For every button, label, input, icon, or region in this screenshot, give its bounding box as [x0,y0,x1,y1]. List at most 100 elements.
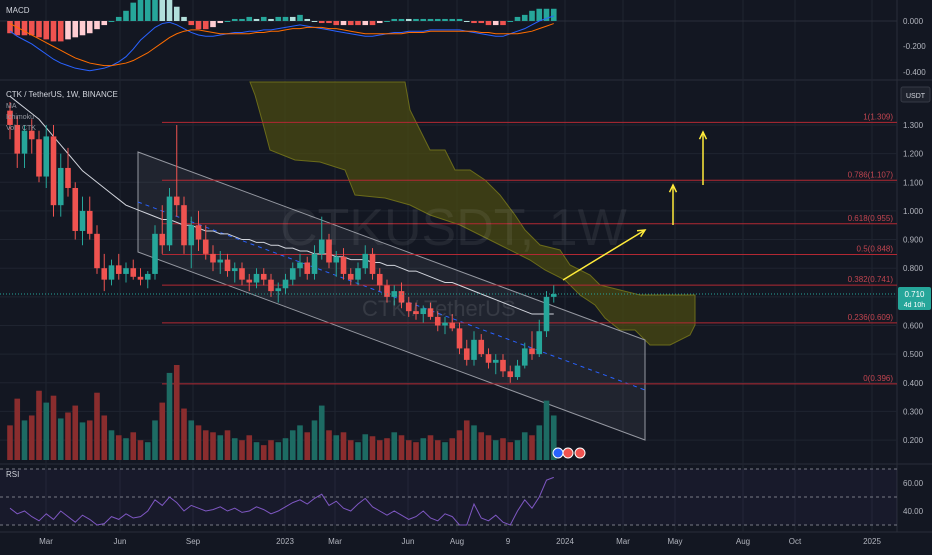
volume-bar [521,432,528,460]
macd-histogram-bar [36,21,42,38]
candle-body [521,348,528,366]
macd-histogram-bar [463,21,470,22]
macd-histogram-bar [282,16,289,21]
volume-bar [456,430,463,460]
macd-histogram-bar [485,21,492,26]
volume-bar [210,432,216,460]
candle-body [246,279,253,283]
macd-histogram-bar [318,21,325,24]
volume-bar [550,415,557,460]
macd-histogram-bar [268,18,274,21]
macd-histogram-bar [181,16,187,21]
candle-body [391,291,398,297]
candle-body [72,187,79,231]
volume-bar [57,418,64,460]
event-marker-icon[interactable] [552,447,564,459]
currency-label: USDT [906,93,926,100]
macd-histogram-bar [72,21,79,38]
candle-body [485,354,492,363]
macd-histogram-bar [362,21,369,26]
candle-body [442,322,448,326]
volume-bar [478,432,485,460]
event-marker-icon[interactable] [562,447,574,459]
candle-body [355,268,361,280]
candle-body [304,262,311,274]
macd-histogram-bar [231,18,238,21]
macd-histogram-bar [413,18,419,21]
volume-bar [65,412,71,460]
price-axis-tick: 0.500 [903,350,924,359]
candle-body [456,328,463,349]
candle-body [463,348,470,360]
volume-bar [471,425,477,460]
candle-body [427,308,434,317]
macd-histogram-bar [311,21,318,22]
volume-bar [72,405,79,460]
volume-bar [311,420,318,460]
volume-bar [485,435,492,460]
volume-bar [413,442,419,460]
candle-body [268,279,274,292]
volume-bar [231,438,238,460]
macd-histogram-bar [405,18,412,21]
volume-bar [384,438,390,460]
candle-body [260,273,267,280]
volume-bar [268,440,274,460]
macd-histogram-bar [478,21,485,24]
volume-bar [7,425,13,460]
volume-bar [362,434,369,460]
macd-histogram-bar [521,14,528,21]
price-axis-tick: 0.900 [903,236,924,245]
fib-level-label: 1(1.309) [863,112,893,121]
candle-body [115,265,122,274]
macd-histogram-bar [137,0,144,22]
volume-bar [500,438,506,460]
price-axis-tick: 1.300 [903,121,924,130]
volume-bar [391,432,398,460]
volume-bar [159,402,166,460]
fib-level-label: 0.5(0.848) [857,244,894,253]
time-axis-label: Mar [328,537,342,546]
macd-histogram-bar [420,18,427,21]
macd-histogram-bar [304,18,311,21]
time-axis-label: May [667,537,682,546]
macd-histogram-bar [260,16,267,21]
indicator-legend-item: Ichimoku [6,114,34,121]
fib-level-label: 0(0.396) [863,374,893,383]
volume-bar [347,440,354,460]
volume-bar [529,435,535,460]
price-axis-tick: 1.000 [903,207,924,216]
volume-bar [507,442,514,460]
fib-level-label: 0.618(0.955) [848,214,894,223]
volume-bar [463,420,470,460]
volume-bar [137,440,144,460]
candle-body [130,268,137,277]
macd-histogram-bar [347,21,354,26]
candle-body [405,302,412,312]
candle-body [202,239,209,254]
volume-bar [246,435,253,460]
macd-signal-line [9,23,554,67]
projection-arrow [562,229,646,281]
time-axis-label: Mar [616,537,630,546]
volume-bar [224,430,231,460]
volume-bar [326,430,332,460]
volume-bar [79,422,86,460]
currency-button[interactable] [900,86,931,103]
macd-histogram-bar [398,18,405,21]
macd-histogram-bar [333,21,340,26]
volume-bar [275,442,282,460]
volume-bar [50,395,57,460]
event-marker-icon[interactable] [574,447,586,459]
candle-body [195,225,202,240]
macd-histogram-bar [543,8,550,21]
candle-body [398,291,405,303]
volume-bar [181,408,187,460]
macd-histogram-bar [86,21,93,34]
time-axis-label: Oct [789,537,802,546]
macd-histogram-bar [492,21,499,26]
volume-bar [514,440,521,460]
macd-histogram-bar [101,21,108,26]
